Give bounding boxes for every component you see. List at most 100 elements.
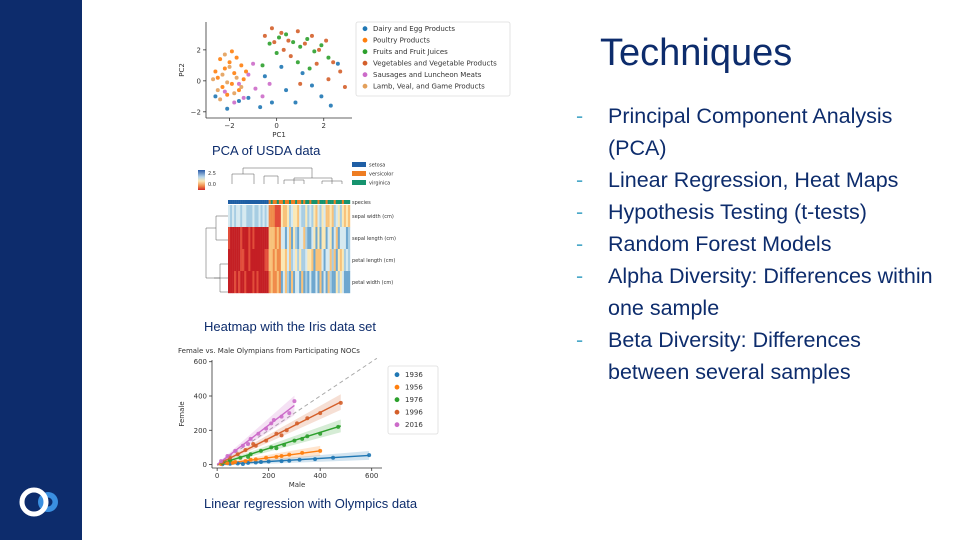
regression-point (305, 434, 310, 439)
pca-point (286, 38, 291, 43)
regression-legend-label: 1996 (405, 409, 423, 417)
heatmap-species-cell (301, 200, 304, 204)
heatmap-cell (315, 249, 318, 272)
heatmap-cell (284, 249, 288, 272)
heatmap-cell (317, 227, 320, 250)
pca-point (326, 77, 331, 82)
pca-point (342, 85, 347, 90)
heatmap-cell (284, 271, 288, 294)
heatmap-cell (295, 205, 298, 228)
pca-point (309, 33, 314, 38)
pca-point (335, 61, 340, 66)
heatmap-cell (291, 271, 294, 294)
heatmap-cell (248, 271, 251, 294)
heatmap-species-cell (250, 200, 253, 204)
heatmap-cell (246, 227, 249, 250)
heatmap-cell (341, 271, 345, 294)
heatmap-species-cell (347, 200, 351, 204)
heatmap-cell (266, 249, 269, 272)
pca-point (225, 92, 230, 97)
bullet-dash: - (576, 168, 584, 192)
regression-y-tick-label: 200 (194, 427, 207, 435)
heatmap-cell (339, 271, 343, 294)
regression-point (253, 457, 258, 462)
pca-point (227, 64, 232, 69)
heatmap-cell (329, 249, 332, 272)
bullet-item: - Random Forest Models (576, 228, 946, 260)
pca-point (277, 35, 281, 40)
heatmap-cell (270, 205, 273, 228)
heatmap-cell (278, 271, 282, 294)
regression-point (338, 400, 343, 405)
regression-legend-label: 1976 (405, 396, 423, 404)
regression-point (300, 436, 305, 441)
heatmap-cell (331, 205, 334, 228)
heatmap-legend-label: versicolor (369, 172, 394, 178)
regression-point (264, 455, 269, 460)
heatmap-cell (260, 205, 263, 228)
regression-point (271, 418, 276, 422)
dendrogram-branch (321, 180, 343, 184)
dendrogram-branch (263, 175, 279, 184)
heatmap-cell (260, 271, 263, 294)
heatmap-cell (311, 249, 314, 272)
heatmap-species-cell (270, 200, 273, 204)
pca-point (291, 40, 296, 45)
heatmap-cell (236, 271, 239, 294)
heatmap-cell (254, 249, 257, 272)
pca-point (239, 85, 244, 90)
heatmap-cell (345, 227, 349, 250)
heatmap-cell (323, 227, 326, 250)
pca-point (215, 88, 220, 93)
heatmap-species-cell (278, 200, 282, 204)
pca-point (295, 60, 300, 65)
pca-legend-label: Sausages and Luncheon Meats (373, 71, 482, 79)
heatmap-cell (254, 205, 257, 228)
heatmap-species-cell (272, 200, 275, 204)
pca-point (274, 50, 279, 55)
bullet-item: - Alpha Diversity: Differences within one… (576, 260, 946, 324)
heatmap-cell (286, 205, 290, 228)
heatmap-cell (323, 205, 326, 228)
heatmap-species-cell (341, 200, 345, 204)
heatmap-cell (297, 227, 300, 250)
regression-chart: Female vs. Male Olympians from Participa… (178, 347, 439, 489)
colorbar-tick-label: 0.0 (208, 182, 216, 188)
regression-point (225, 461, 230, 466)
pca-point (331, 60, 336, 65)
pca-x-tick-label: 2 (322, 122, 326, 130)
heatmap-row-label: sepal width (cm) (352, 214, 394, 220)
pca-point (244, 69, 249, 74)
heatmap-cell (230, 271, 233, 294)
heatmap-cell (256, 249, 259, 272)
pca-legend-label: Lamb, Veal, and Game Products (373, 83, 485, 91)
pca-scatter-chart: −2 0 2 −2 0 2 PC1 PC2 Dairy and Egg Products P… (178, 21, 511, 139)
heatmap-species-cell (282, 200, 286, 204)
heatmap-species-cell (268, 200, 271, 204)
pca-point (260, 94, 265, 99)
heatmap-cell (295, 227, 298, 250)
heatmap-cell (236, 205, 239, 228)
heatmap-cell (280, 271, 284, 294)
pca-point (279, 30, 284, 35)
regression-point (313, 457, 318, 462)
heatmap-cell (339, 249, 343, 272)
heatmap-cell (347, 205, 351, 228)
heatmap-species-cell (333, 200, 336, 204)
heatmap-cell (262, 227, 265, 250)
heatmap-cell (313, 249, 316, 272)
regression-y-tick-label: 600 (194, 358, 207, 366)
regression-point (274, 454, 279, 459)
heatmap-cell (323, 249, 326, 272)
regression-y-tick-label: 0 (203, 461, 207, 469)
heatmap-cell (289, 205, 292, 228)
heatmap-cell (252, 205, 255, 228)
heatmap-species-cell (236, 200, 239, 204)
heatmap-caption: Heatmap with the Iris data set (204, 319, 376, 334)
heatmap-cell (282, 271, 286, 294)
heatmap-cell (311, 271, 314, 294)
heatmap-cell (280, 227, 284, 250)
heatmap-cell (286, 271, 290, 294)
pca-point (253, 86, 258, 91)
heatmap-cell (327, 271, 330, 294)
